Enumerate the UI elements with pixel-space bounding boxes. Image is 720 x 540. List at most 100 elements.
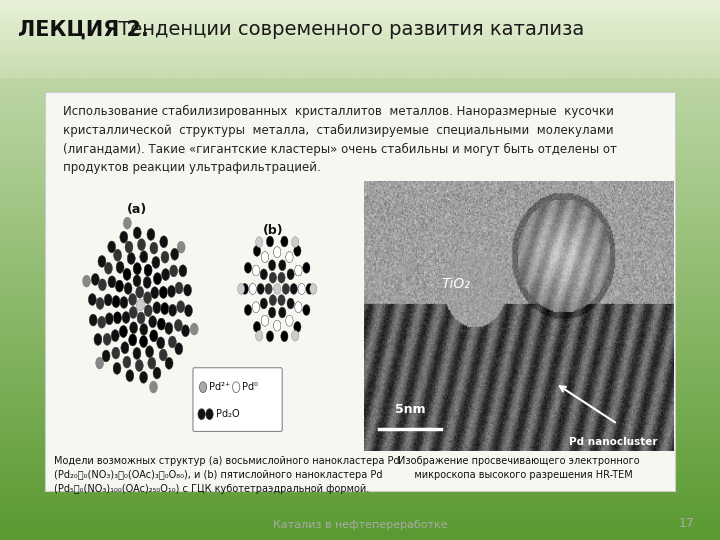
Circle shape [269, 260, 276, 271]
Circle shape [176, 301, 184, 313]
Circle shape [168, 286, 176, 298]
Circle shape [286, 252, 293, 262]
Circle shape [120, 231, 127, 243]
Circle shape [113, 362, 121, 374]
Circle shape [206, 409, 213, 420]
Circle shape [168, 305, 176, 316]
Circle shape [120, 231, 127, 243]
Circle shape [269, 260, 276, 271]
Circle shape [133, 263, 141, 275]
Circle shape [130, 322, 138, 334]
Circle shape [136, 286, 144, 298]
Circle shape [91, 273, 99, 285]
Circle shape [138, 239, 145, 251]
Circle shape [294, 321, 301, 332]
Circle shape [179, 265, 186, 276]
Circle shape [260, 298, 267, 309]
Circle shape [260, 298, 267, 309]
Circle shape [83, 275, 91, 287]
Circle shape [140, 251, 148, 263]
Circle shape [96, 298, 104, 309]
Circle shape [278, 295, 285, 306]
Circle shape [162, 268, 170, 280]
Circle shape [140, 251, 148, 263]
Circle shape [168, 336, 176, 348]
Circle shape [241, 284, 248, 294]
Circle shape [108, 241, 116, 253]
Circle shape [162, 268, 170, 280]
Circle shape [114, 312, 122, 324]
Circle shape [111, 330, 119, 342]
Circle shape [158, 318, 166, 330]
Circle shape [177, 241, 185, 253]
Circle shape [133, 227, 141, 239]
Circle shape [133, 275, 141, 287]
Circle shape [184, 305, 192, 316]
Circle shape [159, 286, 167, 298]
Text: (a): (a) [127, 202, 147, 215]
Circle shape [123, 356, 131, 368]
Circle shape [133, 227, 141, 239]
Circle shape [133, 275, 141, 287]
Circle shape [253, 321, 261, 332]
Circle shape [152, 256, 160, 268]
Circle shape [266, 236, 274, 247]
Circle shape [96, 298, 104, 309]
Circle shape [127, 253, 135, 265]
Circle shape [287, 269, 294, 280]
Circle shape [298, 284, 305, 294]
Circle shape [123, 356, 131, 368]
Circle shape [122, 312, 130, 323]
Circle shape [274, 247, 281, 258]
Circle shape [165, 357, 173, 369]
Circle shape [150, 330, 158, 342]
Circle shape [278, 295, 285, 306]
Circle shape [153, 302, 161, 314]
Circle shape [144, 264, 152, 276]
Circle shape [253, 302, 260, 313]
Circle shape [98, 255, 106, 267]
Circle shape [257, 284, 264, 294]
Circle shape [257, 284, 264, 294]
Circle shape [260, 269, 267, 280]
Circle shape [174, 320, 182, 332]
Circle shape [159, 349, 167, 361]
Circle shape [274, 320, 281, 331]
Circle shape [253, 265, 260, 276]
Circle shape [152, 256, 160, 268]
Circle shape [120, 326, 127, 338]
Circle shape [153, 367, 161, 379]
Circle shape [233, 382, 240, 393]
Circle shape [124, 282, 132, 294]
Circle shape [157, 337, 165, 349]
Circle shape [153, 367, 161, 379]
FancyBboxPatch shape [193, 368, 282, 431]
Circle shape [274, 320, 281, 331]
Circle shape [133, 263, 141, 275]
Circle shape [274, 247, 281, 258]
Circle shape [281, 236, 288, 247]
Circle shape [294, 265, 302, 276]
Circle shape [133, 347, 141, 359]
Circle shape [286, 252, 293, 262]
Circle shape [137, 312, 145, 324]
Circle shape [171, 248, 179, 260]
Circle shape [303, 262, 310, 273]
Circle shape [133, 263, 141, 275]
Circle shape [165, 322, 173, 334]
Circle shape [303, 305, 310, 315]
Circle shape [282, 284, 289, 294]
Circle shape [241, 284, 248, 294]
Circle shape [140, 372, 148, 383]
Circle shape [286, 315, 293, 326]
Circle shape [253, 302, 260, 313]
Circle shape [116, 261, 124, 273]
Circle shape [150, 287, 158, 299]
Circle shape [265, 284, 272, 294]
Circle shape [125, 241, 133, 253]
Circle shape [184, 284, 192, 296]
Circle shape [190, 323, 198, 335]
Circle shape [256, 330, 263, 341]
Circle shape [123, 268, 131, 280]
Circle shape [253, 302, 260, 313]
